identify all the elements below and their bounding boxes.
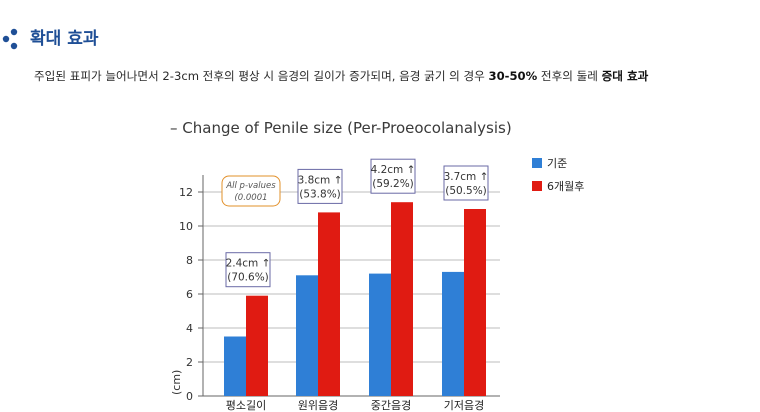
description-part: 전후의 둘레 xyxy=(537,69,602,83)
x-tick-label: 원위음경 xyxy=(298,399,338,412)
change-label-pct: (50.5%) xyxy=(445,185,487,197)
y-tick-label: 4 xyxy=(186,322,193,335)
bar-baseline xyxy=(224,336,246,396)
x-tick-label: 기저음경 xyxy=(444,399,484,412)
y-tick-label: 10 xyxy=(179,220,193,233)
description-part: 증대 효과 xyxy=(601,69,649,83)
change-label-cm: 3.7cm ↑ xyxy=(444,171,489,183)
change-label-pct: (59.2%) xyxy=(372,178,414,190)
change-label-cm: 2.4cm ↑ xyxy=(226,258,271,270)
legend-label: 6개월후 xyxy=(547,180,584,193)
change-label-box xyxy=(297,168,343,204)
bar-baseline xyxy=(442,271,464,396)
y-tick-label: 0 xyxy=(186,390,193,403)
change-label-cm: 4.2cm ↑ xyxy=(371,164,416,176)
bar-after xyxy=(391,202,413,396)
section-title: 확대 효과 xyxy=(30,29,99,49)
bar-after xyxy=(464,209,486,396)
bar-after xyxy=(318,212,340,396)
change-label-box xyxy=(370,158,416,194)
bar-after xyxy=(246,295,268,396)
section-description: 주입된 표피가 늘어나면서 2-3cm 전후의 평상 시 음경의 길이가 증가되… xyxy=(34,68,754,84)
change-label-pct: (53.8%) xyxy=(299,188,341,200)
x-tick-label: 중간음경 xyxy=(371,399,411,412)
bar-baseline xyxy=(296,275,318,396)
change-label-pct: (70.6%) xyxy=(227,272,269,284)
bar-baseline xyxy=(369,273,391,396)
p-value-note-line1: All p-values xyxy=(225,181,276,191)
x-tick-label: 평소길이 xyxy=(226,399,266,412)
dots-bullet-icon xyxy=(2,28,18,50)
change-label-cm: 3.8cm ↑ xyxy=(298,174,343,186)
p-value-note-box xyxy=(221,175,281,207)
y-tick-label: 2 xyxy=(186,356,193,369)
y-tick-label: 12 xyxy=(179,186,193,199)
section-header: 확대 효과 xyxy=(0,28,760,54)
change-label-box xyxy=(443,165,489,201)
change-label-box xyxy=(225,252,271,288)
legend-swatch xyxy=(532,158,542,168)
p-value-note-line2: (0.0001 xyxy=(234,193,267,203)
description-part: 30-50% xyxy=(488,69,538,83)
chart-title: – Change of Penile size (Per-Proeocolana… xyxy=(170,119,512,137)
y-tick-label: 6 xyxy=(186,288,193,301)
description-part: 주입된 표피가 늘어나면서 2-3cm 전후의 평상 시 음경의 길이가 증가되… xyxy=(34,69,489,83)
y-axis-label: (cm) xyxy=(170,370,183,395)
legend-swatch xyxy=(532,181,542,191)
y-tick-label: 8 xyxy=(186,254,193,267)
legend-label: 기준 xyxy=(547,157,567,170)
